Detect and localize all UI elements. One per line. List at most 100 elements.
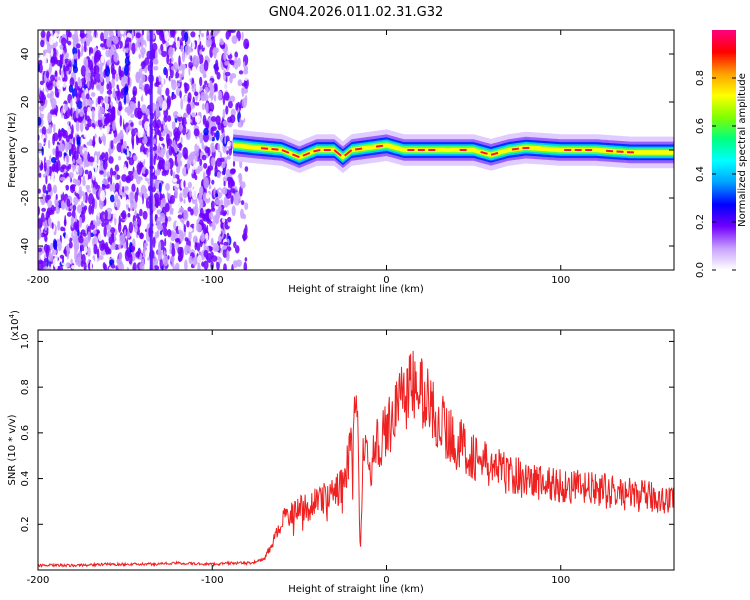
noise-speck bbox=[66, 262, 71, 268]
noise-speck bbox=[218, 225, 222, 235]
noise-speck bbox=[203, 177, 209, 189]
noise-speck bbox=[175, 71, 180, 79]
noise-speck bbox=[156, 216, 162, 228]
noise-speck bbox=[50, 56, 56, 63]
noise-speck bbox=[83, 246, 88, 254]
noise-speck bbox=[159, 136, 164, 142]
noise-speck bbox=[138, 53, 142, 59]
noise-speck bbox=[218, 235, 222, 243]
noise-speck bbox=[51, 48, 54, 57]
noise-speck bbox=[92, 187, 96, 195]
noise-speck bbox=[124, 39, 130, 51]
noise-speck bbox=[82, 177, 86, 187]
noise-speck bbox=[223, 241, 229, 246]
noise-speck bbox=[223, 91, 230, 101]
noise-speck bbox=[242, 233, 248, 241]
noise-speck bbox=[183, 199, 186, 204]
noise-speck bbox=[157, 40, 161, 50]
noise-speck bbox=[107, 230, 112, 238]
noise-speck bbox=[146, 30, 149, 42]
noise-speck bbox=[229, 60, 236, 66]
noise-speck bbox=[99, 190, 106, 202]
noise-speck bbox=[221, 80, 228, 92]
track-core bbox=[354, 147, 363, 151]
noise-speck bbox=[142, 210, 148, 220]
noise-speck bbox=[123, 229, 127, 236]
noise-speck bbox=[53, 132, 59, 142]
noise-speck bbox=[120, 30, 125, 35]
snr-background bbox=[38, 330, 674, 570]
noise-speck bbox=[187, 97, 191, 103]
track-core bbox=[271, 148, 279, 151]
noise-speck bbox=[162, 100, 168, 111]
noise-speck bbox=[109, 182, 113, 192]
snr-y-tick-label: 0.4 bbox=[20, 471, 31, 487]
noise-speck bbox=[184, 31, 189, 43]
noise-speck bbox=[92, 197, 95, 209]
noise-speck bbox=[213, 83, 217, 93]
noise-speck bbox=[114, 164, 120, 172]
noise-speck bbox=[184, 95, 188, 105]
noise-speck bbox=[141, 104, 147, 114]
colorbar-ticks: 0.0 0.2 0.4 0.6 0.8 bbox=[695, 70, 736, 278]
noise-speck bbox=[169, 194, 175, 204]
noise-speck bbox=[111, 242, 116, 247]
noise-speck bbox=[163, 227, 168, 237]
noise-speck bbox=[140, 73, 146, 84]
noise-speck bbox=[126, 147, 129, 158]
colorbar-tick-label: 0.8 bbox=[695, 70, 706, 86]
noise-speck bbox=[102, 262, 106, 270]
snr-x-ticks: -200 -100 0 100 bbox=[27, 330, 570, 586]
noise-speck bbox=[174, 187, 178, 199]
noise-speck bbox=[54, 56, 58, 63]
noise-speck bbox=[41, 146, 44, 156]
noise-speck bbox=[236, 204, 242, 214]
noise-speck bbox=[139, 208, 143, 217]
noise-speck bbox=[244, 166, 249, 172]
noise-speck bbox=[135, 72, 141, 84]
noise-speck bbox=[211, 126, 217, 132]
noise-speck bbox=[208, 102, 215, 112]
noise-speck bbox=[137, 47, 140, 53]
noise-speck bbox=[83, 132, 90, 138]
track-core bbox=[344, 149, 353, 157]
noise-speck bbox=[112, 120, 116, 131]
noise-speck bbox=[55, 146, 59, 158]
noise-speck bbox=[90, 92, 96, 97]
noise-speck bbox=[56, 182, 61, 189]
noise-speck bbox=[243, 69, 249, 75]
noise-speck bbox=[43, 258, 49, 263]
noise-speck bbox=[185, 245, 191, 252]
noise-speck bbox=[184, 153, 188, 160]
noise-speck bbox=[143, 135, 148, 145]
noise-speck bbox=[38, 218, 43, 229]
noise-speck bbox=[144, 242, 149, 247]
noise-speck bbox=[83, 205, 88, 211]
noise-speck bbox=[114, 194, 119, 203]
noise-speck bbox=[59, 186, 64, 195]
spectrogram-x-tick-label: -200 bbox=[27, 275, 50, 286]
colorbar-tick-label: 0.6 bbox=[695, 118, 706, 134]
noise-speck bbox=[223, 180, 226, 187]
noise-speck bbox=[72, 46, 78, 56]
spectrogram-heat-layer bbox=[38, 30, 674, 270]
noise-speck bbox=[217, 204, 222, 212]
noise-speck bbox=[125, 47, 129, 54]
noise-speck bbox=[108, 134, 115, 140]
noise-speck bbox=[156, 119, 162, 129]
noise-speck bbox=[46, 93, 51, 99]
noise-speck bbox=[213, 30, 220, 36]
track-core bbox=[302, 151, 311, 157]
noise-speck bbox=[191, 197, 198, 205]
noise-speck bbox=[110, 140, 114, 150]
noise-speck bbox=[131, 42, 136, 55]
spectrogram-x-ticks: -200 -100 0 100 bbox=[27, 30, 570, 286]
noise-speck bbox=[214, 199, 221, 205]
noise-speck bbox=[80, 260, 84, 267]
noise-speck bbox=[203, 260, 209, 270]
noise-speck bbox=[137, 107, 143, 120]
noise-speck bbox=[172, 266, 178, 270]
noise-speck bbox=[53, 239, 58, 251]
noise-speck bbox=[113, 35, 119, 45]
